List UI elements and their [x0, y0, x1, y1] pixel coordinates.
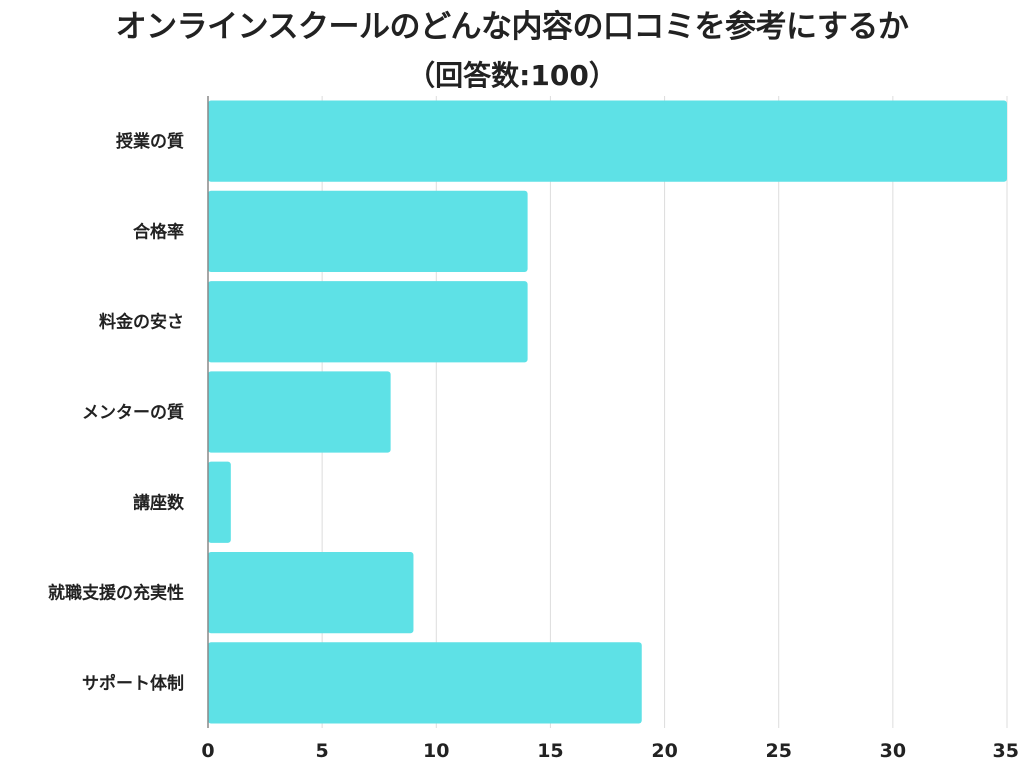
x-tick-label: 15	[537, 740, 563, 762]
x-tick-label: 30	[880, 740, 906, 762]
bar	[208, 371, 391, 453]
bar	[208, 100, 1007, 182]
bar	[208, 551, 414, 634]
bar	[208, 281, 528, 363]
category-label: 授業の質	[116, 131, 184, 152]
x-tick-labels: 0 5 10 15 20 25 30 35	[201, 740, 1019, 762]
category-label: 合格率	[133, 221, 184, 242]
x-tick-label: 35	[993, 740, 1019, 762]
x-tick-label: 5	[316, 740, 329, 762]
bar	[208, 642, 642, 724]
bar	[208, 190, 528, 273]
x-tick-label: 20	[651, 740, 677, 762]
category-label: 就職支援の充実性	[48, 583, 184, 604]
bars	[208, 100, 1007, 724]
category-label: サポート体制	[82, 673, 184, 694]
bar	[208, 461, 231, 543]
category-label: 料金の安さ	[99, 312, 184, 333]
chart-title: オンラインスクールのどんな内容の口コミを参考にするか	[115, 9, 909, 45]
category-label: メンターの質	[82, 402, 184, 423]
chart-subtitle: （回答数:100）	[407, 59, 617, 92]
category-label: 講座数	[133, 492, 185, 513]
x-tick-label: 25	[765, 740, 791, 762]
x-tick-label: 0	[201, 740, 214, 762]
x-tick-label: 10	[423, 740, 449, 762]
